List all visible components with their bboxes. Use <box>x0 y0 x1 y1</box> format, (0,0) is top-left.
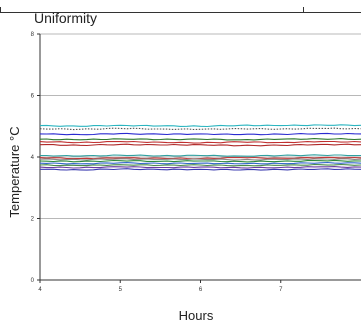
series-line-8 <box>39 156 361 160</box>
series-line-12 <box>39 163 361 167</box>
y-tick-label-0: 0 <box>31 278 35 284</box>
series-line-5 <box>39 140 361 144</box>
series-line-2 <box>39 127 361 131</box>
top-table-border <box>0 0 361 13</box>
x-tick-label-4: 4 <box>38 287 42 293</box>
series-line-4 <box>39 138 361 141</box>
x-tick-label-5: 5 <box>119 287 123 293</box>
y-tick-label-8: 8 <box>31 32 35 38</box>
x-axis-label: Hours <box>179 308 214 323</box>
series-line-1 <box>39 124 361 128</box>
series-line-10 <box>39 159 361 163</box>
series-line-13 <box>39 166 361 169</box>
y-tick-label-4: 4 <box>31 155 35 161</box>
series-line-9 <box>39 158 361 161</box>
y-axis-label: Temperature °C <box>7 126 22 217</box>
chart-title: Uniformity <box>34 10 97 26</box>
series-line-3 <box>39 132 361 136</box>
series-line-6 <box>39 143 361 147</box>
plot-area: 0 2 4 6 8 4 5 6 7 <box>31 32 361 293</box>
series-line-14 <box>40 168 361 171</box>
x-tick-label-6: 6 <box>199 287 203 293</box>
y-tick-label-6: 6 <box>31 94 35 100</box>
top-table-border-graphic <box>0 7 361 13</box>
x-tick-label-7: 7 <box>279 287 283 293</box>
series-line-7 <box>40 154 361 157</box>
y-tick-label-2: 2 <box>31 217 35 223</box>
series-line-11 <box>39 161 361 165</box>
